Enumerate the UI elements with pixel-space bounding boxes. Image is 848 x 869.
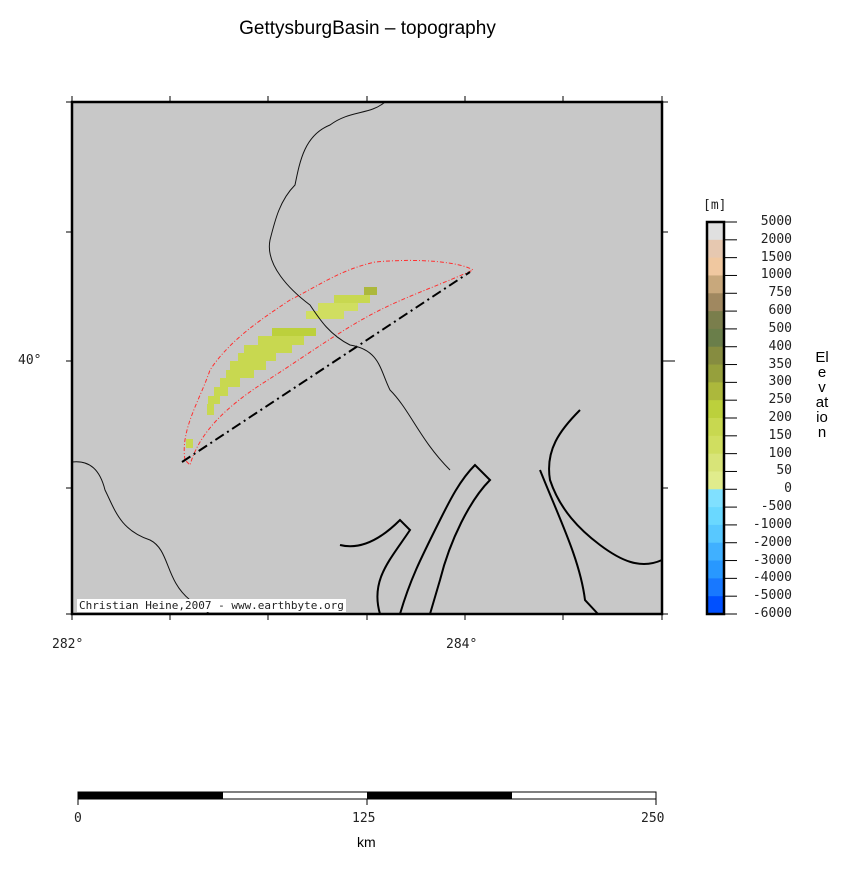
colorbar-tick-label: 250 <box>768 392 792 408</box>
colorbar-tick-label: -2000 <box>752 534 792 550</box>
coastline <box>339 409 663 615</box>
colorbar-tick-label: 350 <box>768 356 792 372</box>
colorbar-bin <box>707 471 724 490</box>
colorbar-tick-label: 400 <box>768 338 792 354</box>
scale-unit: km <box>357 834 376 850</box>
colorbar-label: Elevation <box>815 349 829 441</box>
colorbar-bin <box>707 328 724 348</box>
colorbar-bin <box>707 364 724 383</box>
colorbar-tick-label: 2000 <box>760 231 792 247</box>
colorbar-bin <box>707 418 724 437</box>
scale-tick-label: 250 <box>641 811 665 826</box>
colorbar-tick-label: 1500 <box>760 249 792 265</box>
colorbar-tick-label: 1000 <box>760 267 792 283</box>
colorbar-bin <box>707 560 724 579</box>
colorbar-tick-label: -500 <box>760 499 792 515</box>
frame-ticks <box>66 96 675 620</box>
colorbar-bin <box>707 596 724 615</box>
colorbar-bin <box>707 578 724 597</box>
colorbar-tick-label: -6000 <box>752 606 792 621</box>
colorbar-tick-label: 100 <box>768 445 792 461</box>
colorbar-bin <box>707 346 724 366</box>
colorbar-bins <box>707 221 737 615</box>
colorbar-unit: [m] <box>703 198 727 213</box>
colorbar-bin <box>707 311 724 330</box>
colorbar-bin <box>707 239 724 259</box>
colorbar-tick-label: -3000 <box>752 552 792 568</box>
x-tick-label: 284° <box>446 637 478 652</box>
colorbar-bin <box>707 400 724 419</box>
colorbar-bin <box>707 489 724 508</box>
colorbar-bin <box>707 293 724 312</box>
colorbar-bin <box>707 275 724 294</box>
colorbar-tick-label: 50 <box>776 463 792 479</box>
scale-tick-label: 125 <box>352 811 376 826</box>
state-border <box>268 101 451 471</box>
colorbar-bin <box>707 453 724 472</box>
colorbar-tick-label: 600 <box>768 303 792 319</box>
colorbar-bin <box>707 382 724 401</box>
colorbar-bin <box>707 257 724 276</box>
colorbar-tick-label: 300 <box>768 374 792 390</box>
river-border <box>71 461 211 615</box>
map-title: GettysburgBasin – topography <box>239 18 496 39</box>
fault-line <box>181 271 471 463</box>
colorbar-tick-label: 750 <box>768 285 792 301</box>
colorbar-bin <box>707 542 724 562</box>
colorbar-tick-label: 0 <box>784 481 792 497</box>
colorbar-tick-label: -5000 <box>752 588 792 604</box>
colorbar-bin <box>707 507 724 526</box>
colorbar-bin <box>707 222 724 241</box>
colorbar-frame <box>705 220 726 616</box>
elevation-cells <box>186 287 377 448</box>
scale-tick-label: 0 <box>74 811 82 826</box>
credit-text: Christian Heine,2007 - www.earthbyte.org <box>77 599 346 612</box>
colorbar-bin <box>707 435 724 455</box>
colorbar-tick-label: -1000 <box>752 516 792 532</box>
scalebar <box>77 791 657 805</box>
colorbar-bin <box>707 524 724 544</box>
colorbar-tick-label: 150 <box>768 427 792 443</box>
basin-outline <box>183 259 475 466</box>
y-tick-label: 40° <box>18 353 42 368</box>
colorbar-tick-label: 200 <box>768 410 792 425</box>
colorbar-tick-label: 500 <box>768 320 792 336</box>
colorbar-tick-label: -4000 <box>752 570 792 586</box>
colorbar-tick-label: 5000 <box>760 214 792 229</box>
map-background <box>72 102 662 614</box>
x-tick-label: 282° <box>52 637 84 652</box>
